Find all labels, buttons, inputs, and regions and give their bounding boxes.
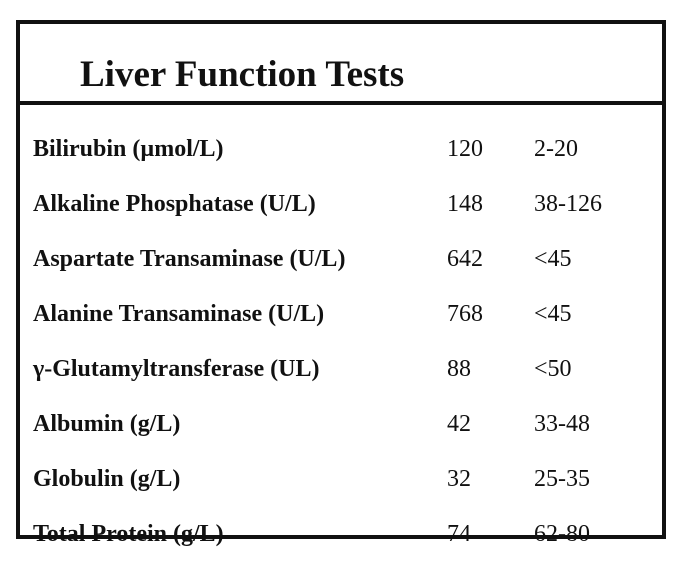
results-table: Bilirubin (µmol/L) 120 2-20 Alkaline Pho…: [33, 121, 654, 561]
test-name: Aspartate Transaminase (U/L): [33, 245, 346, 272]
table-row: Bilirubin (µmol/L) 120 2-20: [33, 121, 654, 176]
test-name: γ-Glutamyltransferase (UL): [33, 355, 320, 382]
reference-range: 25-35: [534, 465, 590, 492]
liver-function-tests-panel: Liver Function Tests Bilirubin (µmol/L) …: [16, 20, 666, 547]
test-name: Bilirubin (µmol/L): [33, 135, 224, 162]
table-row: Albumin (g/L) 42 33-48: [33, 396, 654, 451]
table-row: Alkaline Phosphatase (U/L) 148 38-126: [33, 176, 654, 231]
table-row: Total Protein (g/L) 74 62-80: [33, 506, 654, 561]
test-value: 148: [447, 190, 483, 217]
test-value: 42: [447, 410, 471, 437]
test-value: 120: [447, 135, 483, 162]
reference-range: <50: [534, 355, 572, 382]
reference-range: <45: [534, 300, 572, 327]
reference-range: 62-80: [534, 520, 590, 547]
reference-range: 33-48: [534, 410, 590, 437]
table-row: Globulin (g/L) 32 25-35: [33, 451, 654, 506]
test-value: 88: [447, 355, 471, 382]
test-name: Globulin (g/L): [33, 465, 181, 492]
test-name: Albumin (g/L): [33, 410, 181, 437]
reference-range: 2-20: [534, 135, 578, 162]
table-row: γ-Glutamyltransferase (UL) 88 <50: [33, 341, 654, 396]
reference-range: <45: [534, 245, 572, 272]
test-value: 74: [447, 520, 471, 547]
panel-header: Liver Function Tests: [20, 24, 662, 105]
test-name: Alanine Transaminase (U/L): [33, 300, 325, 327]
test-value: 642: [447, 245, 483, 272]
test-name: Alkaline Phosphatase (U/L): [33, 190, 316, 217]
reference-range: 38-126: [534, 190, 602, 217]
table-row: Alanine Transaminase (U/L) 768 <45: [33, 286, 654, 341]
test-value: 768: [447, 300, 483, 327]
test-name: Total Protein (g/L): [33, 520, 224, 547]
table-row: Aspartate Transaminase (U/L) 642 <45: [33, 231, 654, 286]
test-value: 32: [447, 465, 471, 492]
panel-title: Liver Function Tests: [80, 54, 405, 95]
